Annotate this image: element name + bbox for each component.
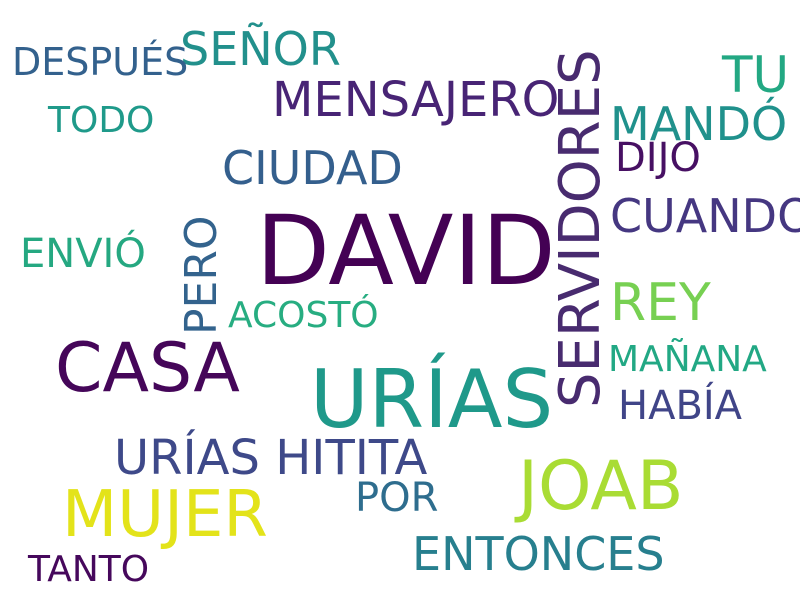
word-mujer: MUJER (62, 478, 268, 552)
word-manana: MAÑANA (608, 339, 767, 380)
word-por: POR (355, 475, 439, 521)
word-envio: ENVIÓ (20, 231, 146, 277)
word-urias: URÍAS (310, 353, 554, 446)
word-tanto: TANTO (28, 549, 150, 590)
word-dijo: DIJO (615, 135, 701, 181)
word-casa: CASA (55, 329, 240, 408)
word-joab: JOAB (518, 447, 684, 526)
word-senor: SEÑOR (180, 22, 341, 76)
word-mensajero: MENSAJERO (272, 72, 560, 128)
word-tu: TU (722, 46, 790, 104)
word-ciudad: CIUDAD (222, 141, 403, 195)
word-pero: PERO (176, 215, 227, 335)
word-david: DAVID (256, 195, 556, 307)
word-cuando: CUANDO (610, 189, 800, 243)
word-entonces: ENTONCES (412, 527, 665, 581)
word-urias-hitita: URÍAS HITITA (114, 430, 428, 486)
word-rey: REY (610, 273, 711, 333)
word-despues: DESPUÉS (12, 40, 189, 84)
word-habia: HABÍA (618, 383, 743, 429)
word-todo: TODO (48, 100, 155, 141)
word-servidores: SERVIDORES (548, 49, 613, 408)
word-mando: MANDÓ (610, 97, 788, 151)
word-acosto: ACOSTÓ (228, 295, 379, 336)
